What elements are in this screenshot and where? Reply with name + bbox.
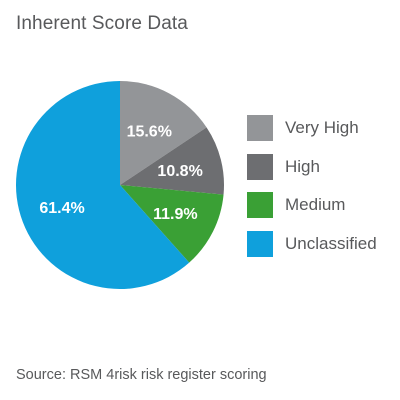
slice-label-very-high: 15.6% [127, 123, 172, 140]
legend-swatch-very-high [247, 115, 273, 141]
legend-item-unclassified: Unclassified [247, 231, 377, 258]
slice-label-high: 10.8% [157, 163, 202, 180]
legend-label-very-high: Very High [285, 118, 359, 137]
legend-label-medium: Medium [285, 195, 346, 215]
slice-label-medium: 11.9% [153, 206, 197, 223]
legend-swatch-unclassified [247, 231, 273, 258]
legend-label-high: High [285, 156, 320, 176]
source-note: Source: RSM 4risk risk register scoring [16, 367, 267, 383]
slice-label-unclassified: 61.4% [39, 200, 84, 217]
legend-item-high: High [247, 153, 377, 180]
legend-item-medium: Medium [247, 192, 377, 219]
chart-title: Inherent Score Data [16, 13, 188, 34]
legend-swatch-high [247, 153, 273, 180]
legend-label-unclassified: Unclassified [285, 234, 377, 254]
legend: Very High High Medium Unclassified [247, 115, 377, 270]
pie-slice-high [120, 127, 224, 195]
pie-slice-unclassified [15, 81, 190, 289]
pie-slice-very-high [120, 81, 207, 185]
legend-item-very-high: Very High [247, 115, 377, 141]
pie-slice-medium [120, 185, 224, 263]
legend-swatch-medium [247, 192, 273, 219]
